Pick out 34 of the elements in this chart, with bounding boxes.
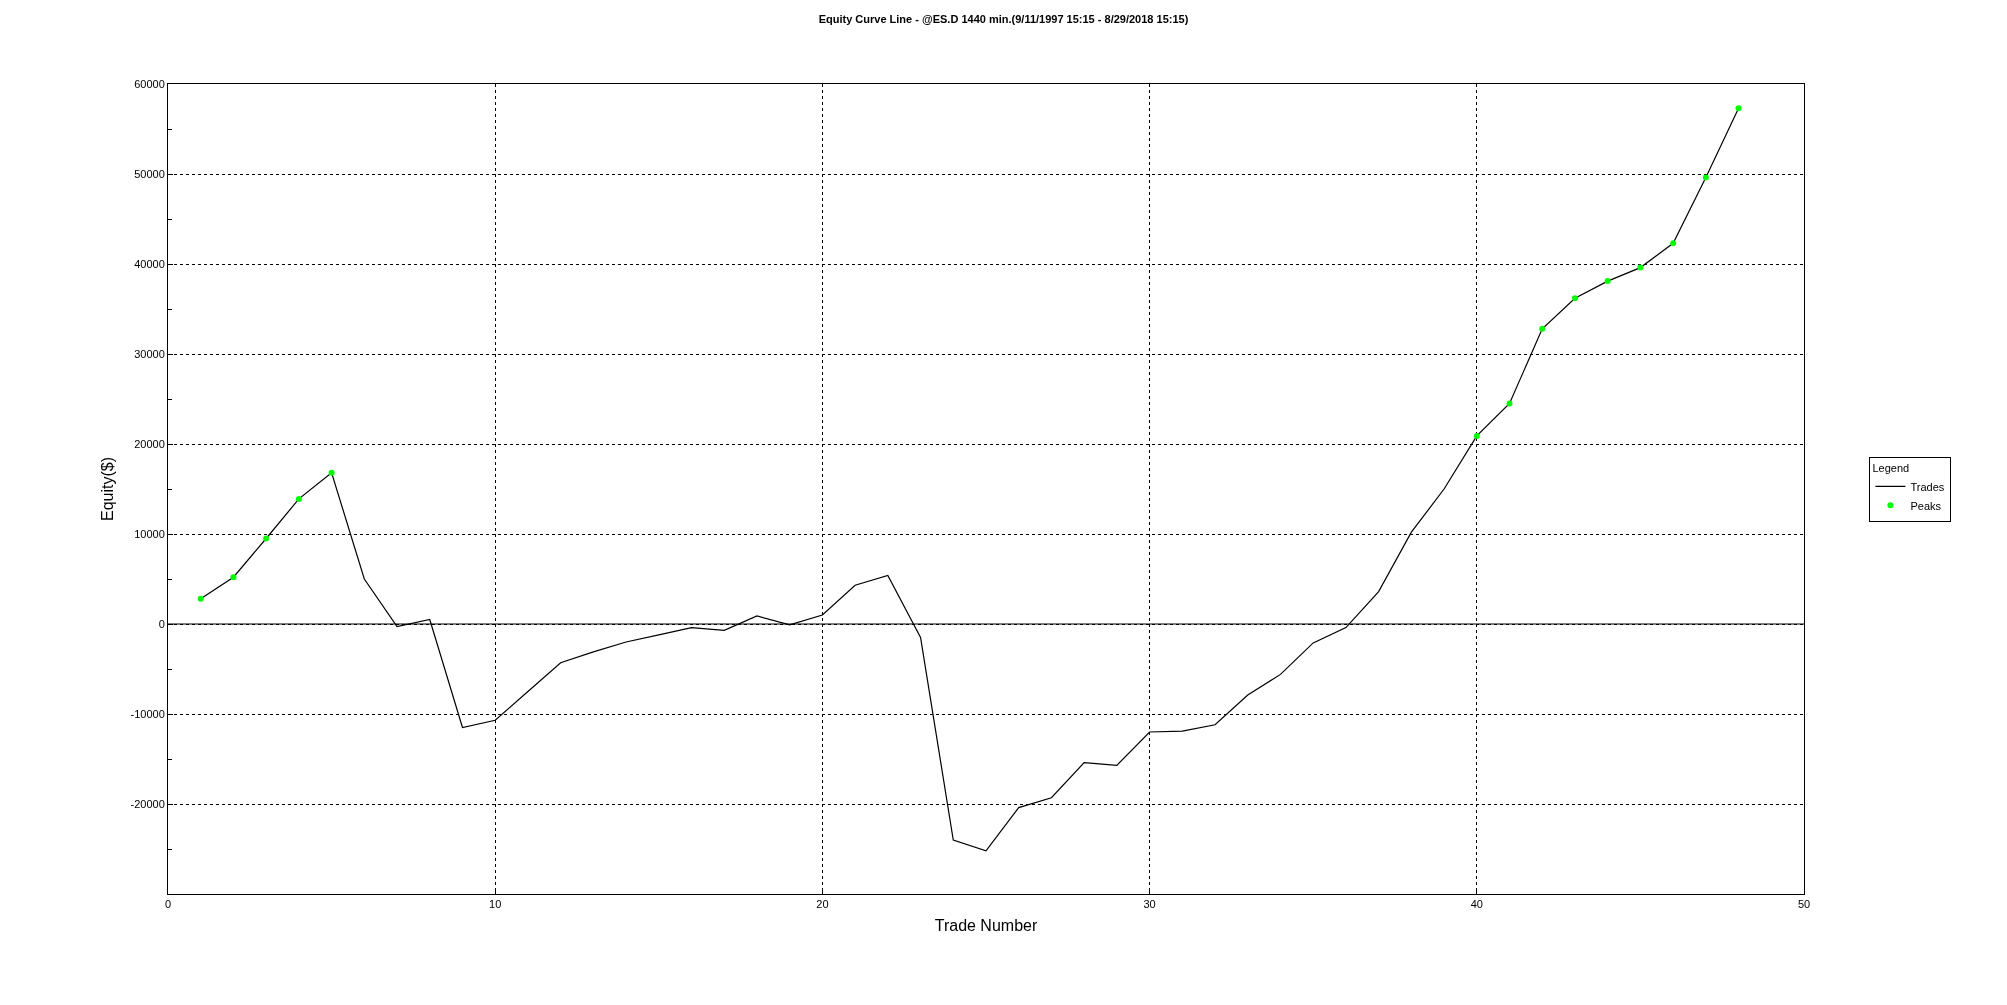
y-axis-title: Equity($) [99, 456, 117, 522]
point [197, 595, 204, 602]
x-tick-label: 30 [1143, 898, 1156, 911]
point [1670, 240, 1677, 247]
point [230, 574, 237, 581]
point [1637, 264, 1644, 271]
y-tick-label: 60000 [134, 77, 165, 90]
chart-title: Equity Curve Line - @ES.D 1440 min.(9/11/1997 15:15 - 8/29/2018 15:15) [818, 12, 1189, 25]
y-tick-label: -10000 [130, 707, 165, 720]
y-tick-label: 50000 [134, 167, 165, 180]
x-axis-title: Trade Number [934, 916, 1038, 934]
y-tick-label: -20000 [130, 797, 165, 810]
point [295, 495, 302, 502]
y-tick-label: 0 [158, 617, 165, 630]
y-tick-label: 30000 [134, 347, 165, 360]
legend-label: Peaks [1910, 499, 1942, 512]
point [1473, 432, 1480, 439]
x-tick-label: 10 [489, 898, 502, 911]
point [1506, 400, 1513, 407]
point [1604, 278, 1611, 285]
point [328, 469, 335, 476]
y-tick-label: 10000 [134, 527, 165, 540]
y-tick-label: 20000 [134, 437, 165, 450]
legend-label: Trades [1910, 480, 1945, 493]
point [1702, 174, 1709, 181]
point [263, 535, 270, 542]
y-tick-label: 40000 [134, 257, 165, 270]
point [1571, 295, 1578, 302]
legend-title: Legend [1872, 461, 1910, 474]
x-tick-label: 20 [816, 898, 829, 911]
x-tick-label: 40 [1470, 898, 1483, 911]
x-tick-label: 50 [1797, 898, 1811, 911]
point [1735, 105, 1742, 112]
point [1539, 325, 1546, 332]
